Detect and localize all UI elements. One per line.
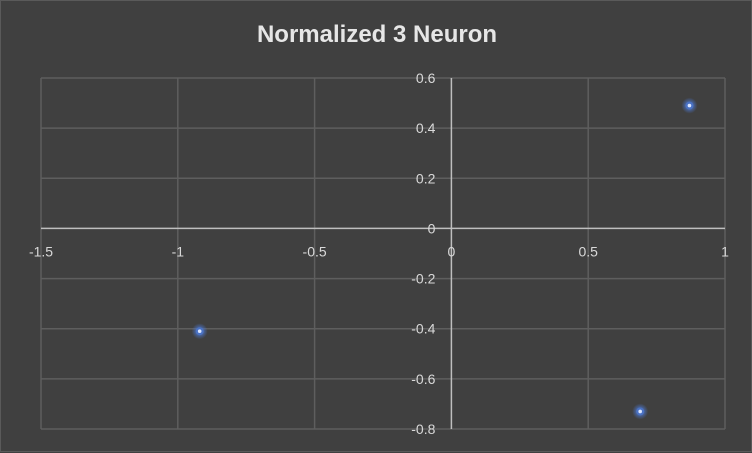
data-point xyxy=(681,97,698,114)
y-tick-label: 0.2 xyxy=(416,170,436,186)
data-point-highlight xyxy=(687,103,692,108)
data-point xyxy=(191,323,208,340)
data-points xyxy=(191,97,698,420)
y-tick-label: -0.4 xyxy=(411,321,435,337)
y-tick-label: -0.6 xyxy=(411,371,435,387)
y-tick-label: -0.2 xyxy=(411,271,435,287)
y-tick-label: -0.8 xyxy=(411,421,435,437)
y-tick-label: 0.4 xyxy=(416,120,436,136)
y-tick-label: 0 xyxy=(428,220,436,236)
x-tick-label: 1 xyxy=(721,243,729,259)
x-tick-label: -1 xyxy=(172,243,185,259)
chart-title: Normalized 3 Neuron xyxy=(256,21,498,48)
x-tick-label: -0.5 xyxy=(303,243,327,259)
data-point-highlight xyxy=(638,409,642,414)
y-tick-label: 0.6 xyxy=(416,70,436,86)
x-tick-label: 0 xyxy=(448,243,456,259)
axes xyxy=(41,78,725,429)
data-point-highlight xyxy=(197,329,202,334)
tick-labels: -1.5 -1 -0.5 0 0.5 1 0.6 0.4 0.2 0 -0.2 -0.4 -0.6 -0.… xyxy=(29,70,729,437)
x-tick-label: 0.5 xyxy=(578,243,598,259)
x-tick-label: -1.5 xyxy=(29,243,53,259)
grid-lines xyxy=(40,77,726,430)
data-point xyxy=(632,403,649,420)
